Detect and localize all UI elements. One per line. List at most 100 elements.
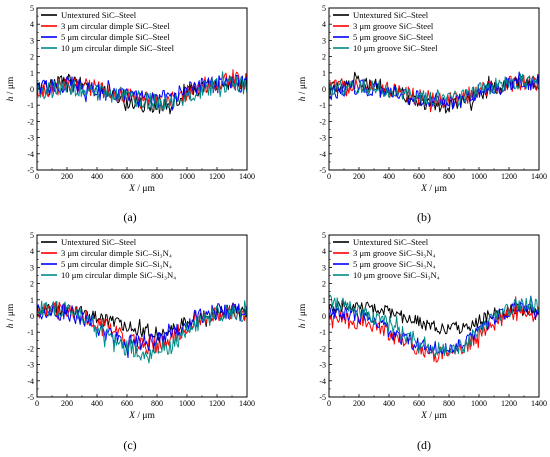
panel-label: (b) — [417, 210, 431, 224]
y-tick-label: 3 — [322, 36, 326, 45]
x-tick-label: 0 — [35, 172, 39, 181]
y-tick-label: -1 — [319, 101, 326, 110]
y-tick-label: 0 — [30, 312, 34, 321]
x-tick-label: 1200 — [501, 172, 517, 181]
y-tick-label: -3 — [27, 134, 34, 143]
x-axis-label: X / μm — [420, 184, 447, 194]
series-line-3 — [36, 74, 248, 111]
series-line-4 — [36, 300, 248, 364]
legend-entry: 10 μm groove SiC–Steel — [353, 43, 438, 53]
legend-entry: 10 μm circular dimple SiC–Steel — [61, 43, 175, 53]
x-tick-label: 200 — [353, 399, 365, 408]
y-axis-label: h / μm — [298, 303, 308, 328]
y-tick-label: 1 — [30, 69, 34, 78]
y-tick-label: 0 — [322, 85, 326, 94]
y-tick-label: -4 — [319, 377, 326, 386]
x-tick-label: 600 — [121, 399, 133, 408]
x-tick-label: 200 — [61, 172, 73, 181]
y-tick-label: 4 — [322, 20, 326, 29]
y-tick-label: 0 — [322, 312, 326, 321]
x-axis-label: X / μm — [128, 411, 155, 421]
y-tick-label: 4 — [30, 247, 34, 256]
x-tick-label: 1200 — [209, 172, 225, 181]
x-tick-label: 0 — [327, 172, 331, 181]
y-tick-label: -1 — [27, 328, 34, 337]
legend-entry: 5 μm groove SiC–Steel — [353, 32, 434, 42]
legend-entry: 3 μm circular dimple SiC–Steel — [61, 21, 170, 31]
y-tick-label: -4 — [319, 150, 326, 159]
x-tick-label: 1400 — [531, 399, 547, 408]
legend-entry: 10 μm groove SiC–Si₃N₄ — [353, 270, 440, 280]
y-axis-label: h / μm — [298, 76, 308, 101]
y-tick-label: 4 — [322, 247, 326, 256]
x-axis-label: X / μm — [420, 411, 447, 421]
y-tick-label: 3 — [30, 36, 34, 45]
y-tick-label: 1 — [322, 69, 326, 78]
y-axis-label: h / μm — [6, 303, 16, 328]
x-tick-label: 1000 — [471, 172, 487, 181]
panel-3: -5 -4 -3 -2 -1 0 1 2 3 4 5 0 200 400 600 800 1000 1200 140… — [6, 231, 255, 452]
x-tick-label: 1200 — [501, 399, 517, 408]
x-tick-label: 400 — [383, 172, 395, 181]
x-tick-label: 400 — [91, 399, 103, 408]
x-tick-label: 400 — [383, 399, 395, 408]
y-tick-label: -5 — [319, 393, 326, 402]
y-tick-label: 1 — [322, 296, 326, 305]
x-tick-label: 800 — [443, 172, 455, 181]
panel-2: -5 -4 -3 -2 -1 0 1 2 3 4 5 0 200 400 600 800 1000 1200 140… — [298, 4, 547, 224]
x-tick-label: 400 — [91, 172, 103, 181]
y-tick-label: 5 — [30, 231, 34, 240]
x-tick-label: 1000 — [179, 172, 195, 181]
series-line-4 — [36, 71, 248, 111]
y-tick-label: -1 — [27, 101, 34, 110]
x-tick-label: 1400 — [239, 399, 255, 408]
legend-entry: 5 μm groove SiC–Si₃N₄ — [353, 259, 435, 269]
y-tick-label: 3 — [30, 263, 34, 272]
y-tick-label: 0 — [30, 85, 34, 94]
legend-entry: 5 μm circular dimple SiC–Steel — [61, 32, 170, 42]
y-axis-label: h / μm — [6, 76, 16, 101]
x-tick-label: 1200 — [209, 399, 225, 408]
panel-1: -5 -4 -3 -2 -1 0 1 2 3 4 5 0 200 400 600 800 1000 1200 140… — [6, 4, 255, 224]
x-tick-label: 800 — [151, 399, 163, 408]
y-tick-label: 2 — [30, 280, 34, 289]
legend-entry: 10 μm circular dimple SiC–Si₃N₄ — [61, 270, 176, 280]
y-tick-label: -3 — [319, 361, 326, 370]
y-tick-label: 5 — [30, 4, 34, 13]
legend-entry: Untextured SiC–Steel — [61, 237, 137, 247]
series-line-3 — [36, 302, 248, 359]
y-tick-label: 3 — [322, 263, 326, 272]
y-tick-label: -1 — [319, 328, 326, 337]
series-line-3 — [328, 295, 540, 355]
x-tick-label: 0 — [327, 399, 331, 408]
y-tick-label: -3 — [319, 134, 326, 143]
legend-entry: 3 μm circular dimple SiC–Si₃N₄ — [61, 248, 172, 258]
panel-label: (d) — [417, 438, 431, 452]
y-tick-label: 2 — [30, 53, 34, 62]
x-tick-label: 200 — [61, 399, 73, 408]
x-tick-label: 800 — [151, 172, 163, 181]
panel-label: (a) — [123, 210, 136, 224]
legend-entry: 3 μm groove SiC–Si₃N₄ — [353, 248, 435, 258]
y-tick-label: -5 — [27, 393, 34, 402]
x-tick-label: 1000 — [179, 399, 195, 408]
y-tick-label: 5 — [322, 4, 326, 13]
y-tick-label: -2 — [319, 117, 326, 126]
y-tick-label: 2 — [322, 53, 326, 62]
series-line-4 — [328, 73, 540, 107]
x-tick-label: 600 — [413, 172, 425, 181]
y-tick-label: 2 — [322, 280, 326, 289]
y-tick-label: -4 — [27, 377, 34, 386]
series-line-4 — [328, 294, 540, 357]
legend-entry: 3 μm groove SiC–Steel — [353, 21, 434, 31]
y-tick-label: -2 — [319, 344, 326, 353]
x-tick-label: 0 — [35, 399, 39, 408]
x-tick-label: 200 — [353, 172, 365, 181]
panel-label: (c) — [123, 438, 136, 452]
y-tick-label: -2 — [27, 117, 34, 126]
